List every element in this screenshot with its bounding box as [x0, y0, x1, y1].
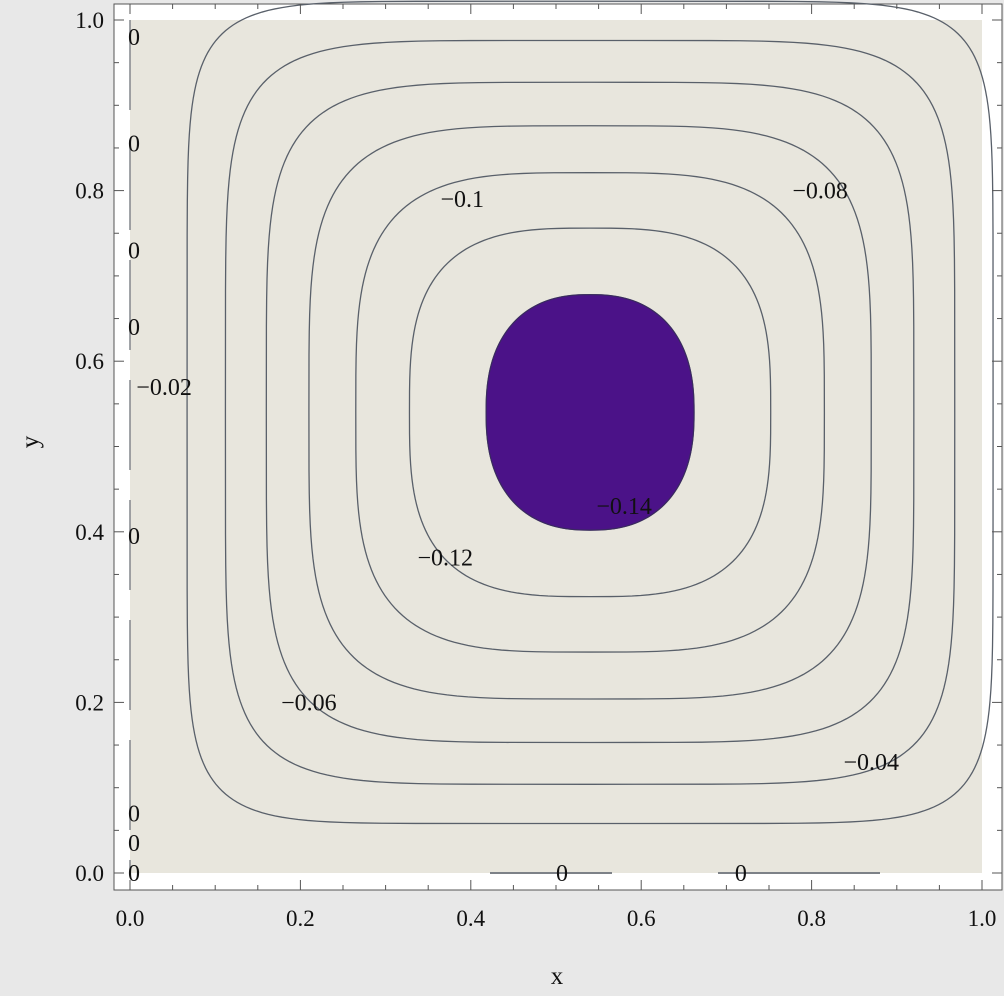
contour-label: −0.14 [596, 494, 652, 520]
x-tick-label: 1.0 [968, 906, 997, 931]
contour-level-1 [186, 0, 994, 825]
contour-label: 0 [128, 801, 140, 827]
y-tick-label: 1.0 [75, 8, 104, 33]
y-tick-label: 0.0 [75, 861, 104, 886]
contour-label: 0 [128, 861, 140, 887]
axis-ticks: 0.0 0.2 0.4 0.6 0.8 1.0 0.0 0.2 0.4 0.6 0.8 1.0 [75, 4, 1002, 931]
contour-level-4 [308, 125, 872, 700]
contour-label: 0 [128, 831, 140, 857]
y-axis-title: y [17, 435, 44, 448]
y-tick-label: 0.2 [75, 690, 104, 715]
contour-label: 0 [128, 132, 140, 158]
y-tick-label: 0.6 [75, 349, 104, 374]
contour-label: −0.08 [792, 179, 848, 205]
contour-label: −0.1 [441, 187, 485, 213]
contour-label: −0.04 [843, 750, 899, 776]
contour-label: 0 [128, 315, 140, 341]
contour-labels: −0.1 −0.08 −0.02 −0.14 −0.12 −0.06 −0.04 0 0 0 0 0 0… [128, 25, 899, 887]
contour-label: 0 [128, 238, 140, 264]
contour-label: 0 [556, 861, 568, 887]
contour-label: −0.06 [281, 690, 337, 716]
x-tick-label: 0.4 [456, 906, 485, 931]
x-tick-label: 0.6 [627, 906, 656, 931]
contour-label: 0 [735, 861, 747, 887]
contour-level-5 [355, 172, 826, 653]
contour-label: −0.12 [417, 545, 473, 571]
contour-level-2 [224, 39, 956, 785]
y-tick-label: 0.8 [75, 179, 104, 204]
contour-fills [186, 0, 994, 825]
contour-label: −0.02 [136, 375, 192, 401]
contour-core [485, 294, 695, 531]
contour-label: 0 [128, 524, 140, 550]
x-axis-title: x [551, 963, 564, 990]
contour-level-6 [408, 227, 772, 598]
contour-level-3 [265, 81, 915, 744]
y-tick-label: 0.4 [75, 520, 104, 545]
x-tick-label: 0.8 [797, 906, 826, 931]
zero-contour-lines [129, 20, 880, 874]
x-tick-label: 0.2 [286, 906, 315, 931]
x-tick-label: 0.0 [116, 906, 145, 931]
contour-label: 0 [128, 25, 140, 51]
